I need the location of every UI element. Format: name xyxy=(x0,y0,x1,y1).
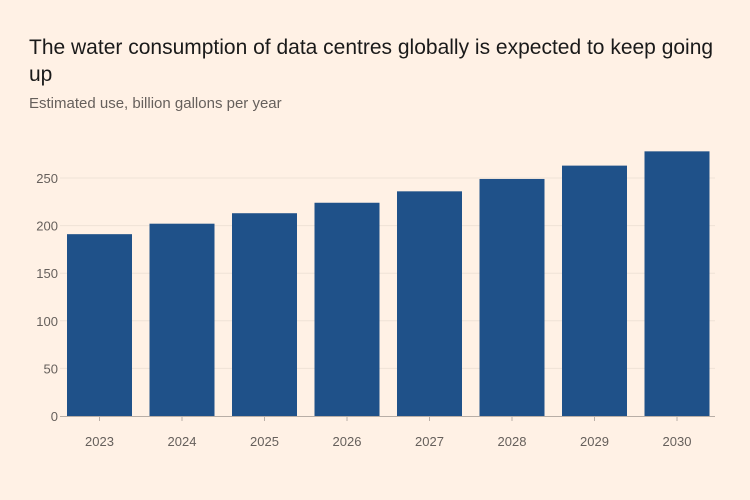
x-tick-label: 2026 xyxy=(333,434,362,449)
x-tick-label: 2028 xyxy=(498,434,527,449)
y-tick-label: 150 xyxy=(36,266,58,281)
chart-title: The water consumption of data centres gl… xyxy=(29,36,714,86)
bar-2029 xyxy=(562,165,627,416)
chart-subtitle: Estimated use, billion gallons per year xyxy=(29,95,282,112)
bar-2023 xyxy=(67,234,132,416)
x-tick-label: 2029 xyxy=(580,434,609,449)
bar-2030 xyxy=(644,151,710,416)
y-tick-label: 100 xyxy=(36,314,58,329)
y-tick-label: 200 xyxy=(36,219,58,234)
bar-2027 xyxy=(397,191,462,416)
y-tick-label: 50 xyxy=(44,361,58,376)
y-tick-label: 0 xyxy=(51,409,58,424)
bar-2024 xyxy=(149,223,215,416)
x-tick-label: 2023 xyxy=(85,434,114,449)
x-tick-label: 2025 xyxy=(250,434,279,449)
bar-2028 xyxy=(479,178,545,416)
x-tick-label: 2024 xyxy=(168,434,197,449)
x-tick-label: 2027 xyxy=(415,434,444,449)
x-tick-label: 2030 xyxy=(663,434,692,449)
bar-2026 xyxy=(314,202,380,416)
y-tick-label: 250 xyxy=(36,171,58,186)
bar-2025 xyxy=(232,213,297,416)
